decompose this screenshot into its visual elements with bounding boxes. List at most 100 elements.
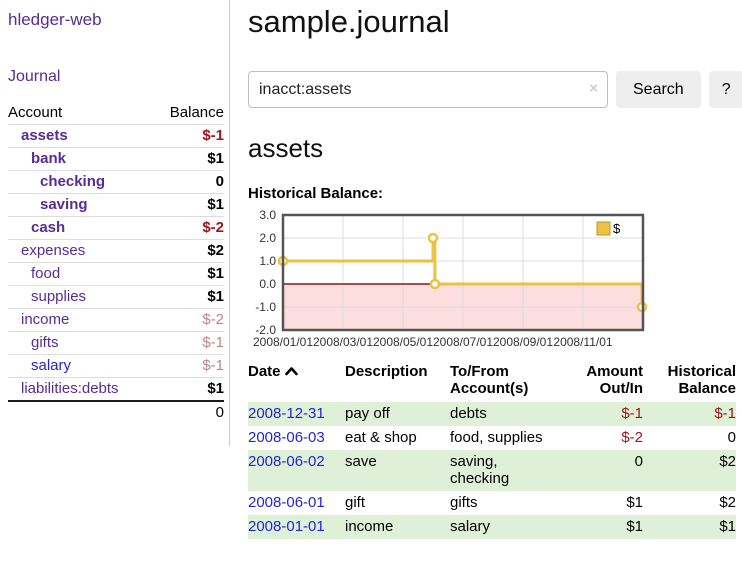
register-balance-cell: 0 bbox=[727, 429, 736, 446]
account-name-cell: assets bbox=[8, 124, 153, 148]
account-link[interactable]: supplies bbox=[31, 288, 87, 305]
register-date-cell: 2008-06-01 bbox=[248, 491, 345, 515]
account-name-cell: bank bbox=[8, 147, 153, 171]
col-balance: Historical Balance bbox=[667, 363, 736, 397]
account-balance: $-1 bbox=[152, 331, 224, 355]
register-amount-cell: 0 bbox=[634, 453, 643, 470]
help-button[interactable]: ? bbox=[708, 71, 742, 108]
transaction-date-link[interactable]: 2008-01-01 bbox=[248, 518, 325, 535]
account-row: food $1 bbox=[8, 262, 224, 286]
account-link[interactable]: saving bbox=[40, 196, 88, 213]
svg-text:3.0: 3.0 bbox=[259, 208, 276, 222]
main-content: sample.journal × Search ? assets Histori… bbox=[248, 0, 742, 539]
chart-heading: Historical Balance: bbox=[248, 185, 384, 202]
account-name-cell: salary bbox=[8, 354, 153, 378]
account-row: assets $-1 bbox=[8, 124, 224, 148]
account-link[interactable]: bank bbox=[31, 150, 67, 167]
brand-link[interactable]: hledger-web bbox=[8, 10, 102, 29]
account-row: cash $-2 bbox=[8, 216, 224, 240]
search-input-wrap: × bbox=[248, 71, 608, 108]
svg-text:2008/07/01: 2008/07/01 bbox=[433, 335, 493, 349]
register-accounts-cell: gifts bbox=[450, 494, 478, 511]
transaction-date-link[interactable]: 2008-06-02 bbox=[248, 453, 325, 470]
register-table: Date Description To/From Account(s) Amou… bbox=[248, 361, 736, 539]
account-row: salary $-1 bbox=[8, 354, 224, 378]
col-description: Description bbox=[345, 363, 428, 380]
account-link[interactable]: cash bbox=[31, 219, 66, 236]
account-link[interactable]: assets bbox=[21, 127, 68, 144]
register-row: 2008-01-01 income salary $1 $1 bbox=[248, 515, 736, 539]
accounts-total-spacer bbox=[8, 400, 153, 424]
register-date-cell: 2008-01-01 bbox=[248, 515, 345, 539]
svg-text:-2.0: -2.0 bbox=[255, 323, 276, 337]
register-description-cell: income bbox=[345, 518, 394, 535]
account-balance: $1 bbox=[152, 285, 224, 309]
account-balance: $1 bbox=[152, 193, 224, 217]
account-link[interactable]: expenses bbox=[21, 242, 86, 259]
account-name-cell: liabilities:debts bbox=[8, 377, 153, 401]
transaction-date-link[interactable]: 2008-06-03 bbox=[248, 429, 325, 446]
register-description-cell: gift bbox=[345, 494, 366, 511]
account-balance: $-1 bbox=[152, 124, 224, 148]
page-title: sample.journal bbox=[248, 4, 450, 39]
register-balance-cell: $2 bbox=[719, 494, 736, 511]
register-balance-cell: $-1 bbox=[714, 405, 736, 422]
account-row: income $-2 bbox=[8, 308, 224, 332]
register-rows: 2008-12-31 pay off debts $-1 $-1 2008-06-03 ea… bbox=[248, 402, 736, 539]
account-link[interactable]: food bbox=[31, 265, 61, 282]
legend-label: $ bbox=[613, 221, 621, 236]
account-row: expenses $2 bbox=[8, 239, 224, 263]
account-link[interactable]: liabilities:debts bbox=[21, 380, 119, 397]
register-date-cell: 2008-06-02 bbox=[248, 450, 345, 491]
svg-text:-1.0: -1.0 bbox=[255, 300, 276, 314]
register-balance-cell: $2 bbox=[719, 453, 736, 470]
search-button[interactable]: Search bbox=[616, 71, 701, 108]
clear-search-icon[interactable]: × bbox=[589, 80, 598, 97]
register-accounts-cell: saving, checking bbox=[450, 453, 510, 487]
col-accounts: To/From Account(s) bbox=[450, 363, 529, 397]
account-balance: $-2 bbox=[152, 216, 224, 240]
account-name-cell: expenses bbox=[8, 239, 153, 263]
accounts-total-row: 0 bbox=[8, 400, 224, 424]
account-name-cell: income bbox=[8, 308, 153, 332]
register-description-cell: pay off bbox=[345, 405, 390, 422]
sort-ascending-icon bbox=[284, 367, 298, 376]
account-name-cell: gifts bbox=[8, 331, 153, 355]
account-balance: $1 bbox=[152, 262, 224, 286]
account-balance: $-1 bbox=[152, 354, 224, 378]
svg-text:2008/03/01: 2008/03/01 bbox=[313, 335, 373, 349]
account-link[interactable]: gifts bbox=[31, 334, 59, 351]
account-row: supplies $1 bbox=[8, 285, 224, 309]
account-row: liabilities:debts $1 bbox=[8, 377, 224, 401]
account-name-cell: food bbox=[8, 262, 153, 286]
accounts-col-balance: Balance bbox=[169, 104, 224, 121]
sidebar: hledger-web Journal Account Balance asse… bbox=[0, 0, 230, 446]
register-accounts-cell: debts bbox=[450, 405, 487, 422]
account-link[interactable]: income bbox=[21, 311, 70, 328]
legend-swatch bbox=[596, 221, 611, 236]
transaction-date-link[interactable]: 2008-06-01 bbox=[248, 494, 325, 511]
account-rows: assets $-1 bank $1 checking 0 saving $1 cash $-2 e… bbox=[8, 124, 224, 401]
account-name-cell: checking bbox=[8, 170, 153, 194]
register-row: 2008-12-31 pay off debts $-1 $-1 bbox=[248, 402, 736, 426]
register-description-cell: save bbox=[345, 453, 377, 470]
account-row: saving $1 bbox=[8, 193, 224, 217]
register-balance-cell: $1 bbox=[719, 518, 736, 535]
register-date-cell: 2008-06-03 bbox=[248, 426, 345, 450]
account-link[interactable]: salary bbox=[31, 357, 72, 374]
svg-text:2.0: 2.0 bbox=[259, 231, 276, 245]
register-row: 2008-06-01 gift gifts $1 $2 bbox=[248, 491, 736, 515]
register-amount-cell: $1 bbox=[626, 518, 643, 535]
col-amount: Amount Out/In bbox=[586, 363, 643, 397]
account-heading: assets bbox=[248, 133, 324, 163]
accounts-header-row: Account Balance bbox=[8, 102, 224, 125]
transaction-date-link[interactable]: 2008-12-31 bbox=[248, 405, 325, 422]
accounts-total-value: 0 bbox=[152, 400, 224, 424]
account-link[interactable]: checking bbox=[40, 173, 106, 190]
search-input[interactable] bbox=[248, 71, 608, 108]
account-balance: 0 bbox=[152, 170, 224, 194]
col-date[interactable]: Date bbox=[248, 361, 345, 402]
account-row: bank $1 bbox=[8, 147, 224, 171]
sidebar-item-journal[interactable]: Journal bbox=[8, 68, 61, 85]
account-balance: $-2 bbox=[152, 308, 224, 332]
